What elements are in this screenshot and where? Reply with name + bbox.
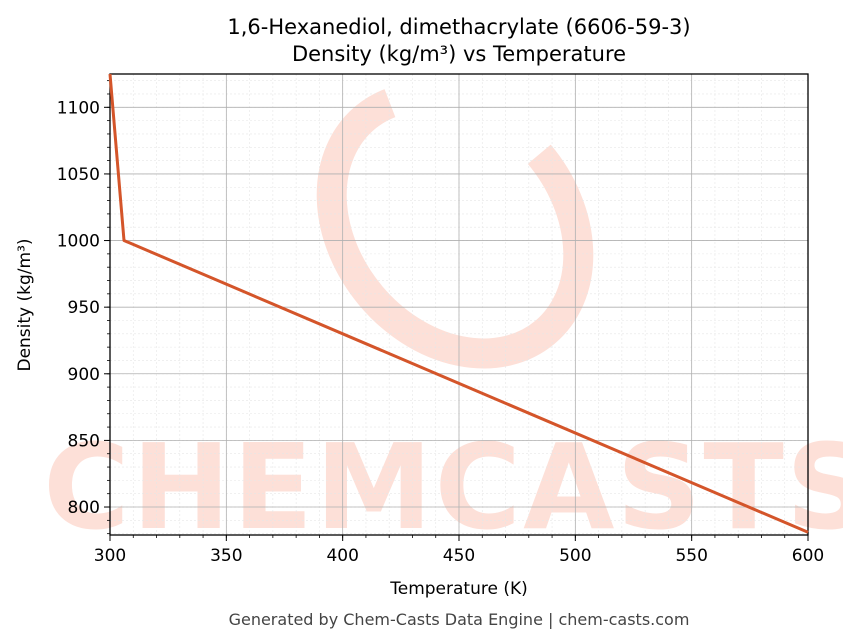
y-tick-label: 900 [68,365,100,385]
axis-ticks [104,80,809,541]
x-tick-label: 500 [559,546,591,566]
x-tick-label: 300 [94,546,126,566]
x-tick-label: 600 [792,546,824,566]
y-tick-label: 950 [68,298,100,318]
y-tick-label: 1100 [57,98,100,118]
chemcasts-watermark: CHEMCASTS [43,81,843,556]
watermark-swirl-icon [316,81,594,369]
watermark-text: CHEMCASTS [43,418,843,556]
y-tick-label: 1050 [57,165,100,185]
x-tick-label: 450 [443,546,475,566]
y-tick-label: 1000 [57,232,100,252]
y-tick-label: 800 [68,498,100,518]
x-axis-label: Temperature (K) [389,579,528,599]
series-layer [108,73,809,534]
y-tick-labels: 800 850 900 950 1000 1050 1100 [57,98,100,518]
footer-credit: Generated by Chem-Casts Data Engine | ch… [229,610,690,629]
x-tick-label: 350 [210,546,242,566]
x-tick-label: 550 [675,546,707,566]
x-tick-label: 400 [326,546,358,566]
y-tick-label: 850 [68,431,100,451]
series-line [108,73,809,534]
chart-title-line1: 1,6-Hexanediol, dimethacrylate (6606-59-… [227,15,690,39]
y-axis-label: Density (kg/m³) [15,238,35,371]
x-tick-labels: 300 350 400 450 500 550 600 [94,546,824,566]
chart-title-line2: Density (kg/m³) vs Temperature [292,42,626,66]
